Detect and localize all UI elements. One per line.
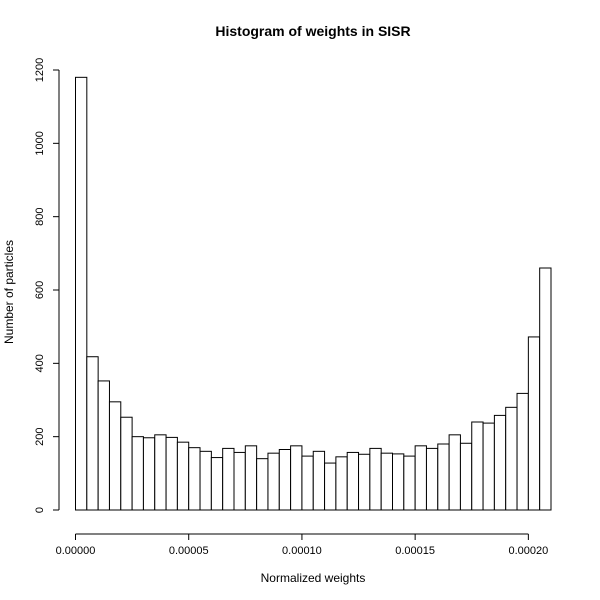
y-tick-label: 1000 bbox=[34, 131, 46, 155]
histogram-bar bbox=[459, 442, 473, 511]
histogram-bar bbox=[267, 452, 280, 511]
y-tick-label: 200 bbox=[34, 427, 46, 445]
y-tick-label: 1200 bbox=[34, 58, 46, 82]
histogram-bar bbox=[86, 356, 99, 511]
histogram-bar bbox=[335, 456, 348, 511]
histogram-bar bbox=[154, 434, 167, 511]
histogram-bar bbox=[131, 436, 144, 511]
histogram-bar bbox=[437, 443, 450, 511]
histogram-bar bbox=[505, 406, 518, 511]
histogram-bar bbox=[403, 455, 416, 511]
histogram-bar bbox=[425, 447, 439, 511]
histogram-bar bbox=[369, 447, 382, 511]
histogram-bar bbox=[188, 447, 201, 511]
x-tick-label: 0.00005 bbox=[169, 545, 209, 557]
histogram-bar bbox=[142, 437, 156, 511]
histogram-bar bbox=[176, 441, 190, 511]
x-tick-label: 0.00010 bbox=[282, 545, 322, 557]
y-tick-label: 800 bbox=[34, 207, 46, 225]
histogram-bar bbox=[244, 445, 258, 511]
y-tick-label: 0 bbox=[34, 507, 46, 513]
histogram-bar bbox=[210, 457, 224, 511]
x-tick-label: 0.00015 bbox=[395, 545, 435, 557]
histogram-bar bbox=[278, 449, 292, 511]
histogram-bar bbox=[482, 422, 495, 511]
histogram-bar bbox=[165, 436, 178, 511]
y-tick-label: 600 bbox=[34, 281, 46, 299]
histogram-bar bbox=[493, 414, 507, 511]
x-axis-label: Normalized weights bbox=[261, 571, 366, 585]
y-axis: 0 200 400 600 800 1000 1200 bbox=[34, 58, 60, 513]
histogram-bar bbox=[256, 458, 269, 511]
histogram-bar bbox=[233, 451, 246, 511]
y-tick-label: 400 bbox=[34, 354, 46, 372]
histogram-bar bbox=[199, 450, 212, 511]
histogram-bar bbox=[346, 451, 360, 511]
histogram-bar bbox=[380, 452, 393, 511]
histogram-bar bbox=[516, 392, 529, 511]
histogram-bar bbox=[471, 421, 484, 511]
histogram-bar bbox=[392, 453, 405, 511]
histogram-bar bbox=[539, 267, 552, 511]
histogram-bar bbox=[527, 336, 541, 511]
x-tick-label: 0.00000 bbox=[56, 545, 96, 557]
histogram-bar bbox=[324, 462, 337, 511]
histogram-bar bbox=[414, 445, 427, 511]
histogram-bar bbox=[358, 453, 371, 511]
histogram-bar bbox=[290, 445, 303, 511]
x-axis: 0.00000 0.00005 0.00010 0.00015 0.00020 bbox=[56, 533, 548, 557]
bars-group bbox=[75, 76, 552, 511]
x-tick-label: 0.00020 bbox=[508, 545, 548, 557]
y-axis-label: Number of particles bbox=[2, 240, 16, 344]
histogram-bar bbox=[448, 434, 461, 511]
histogram-bar bbox=[120, 416, 133, 511]
histogram-bar bbox=[301, 455, 314, 511]
histogram-bar bbox=[222, 447, 235, 511]
histogram-bar bbox=[312, 450, 326, 511]
histogram-bar bbox=[108, 401, 122, 511]
histogram-bar bbox=[75, 76, 88, 511]
histogram-bar bbox=[97, 380, 110, 511]
chart-title: Histogram of weights in SISR bbox=[215, 23, 410, 39]
